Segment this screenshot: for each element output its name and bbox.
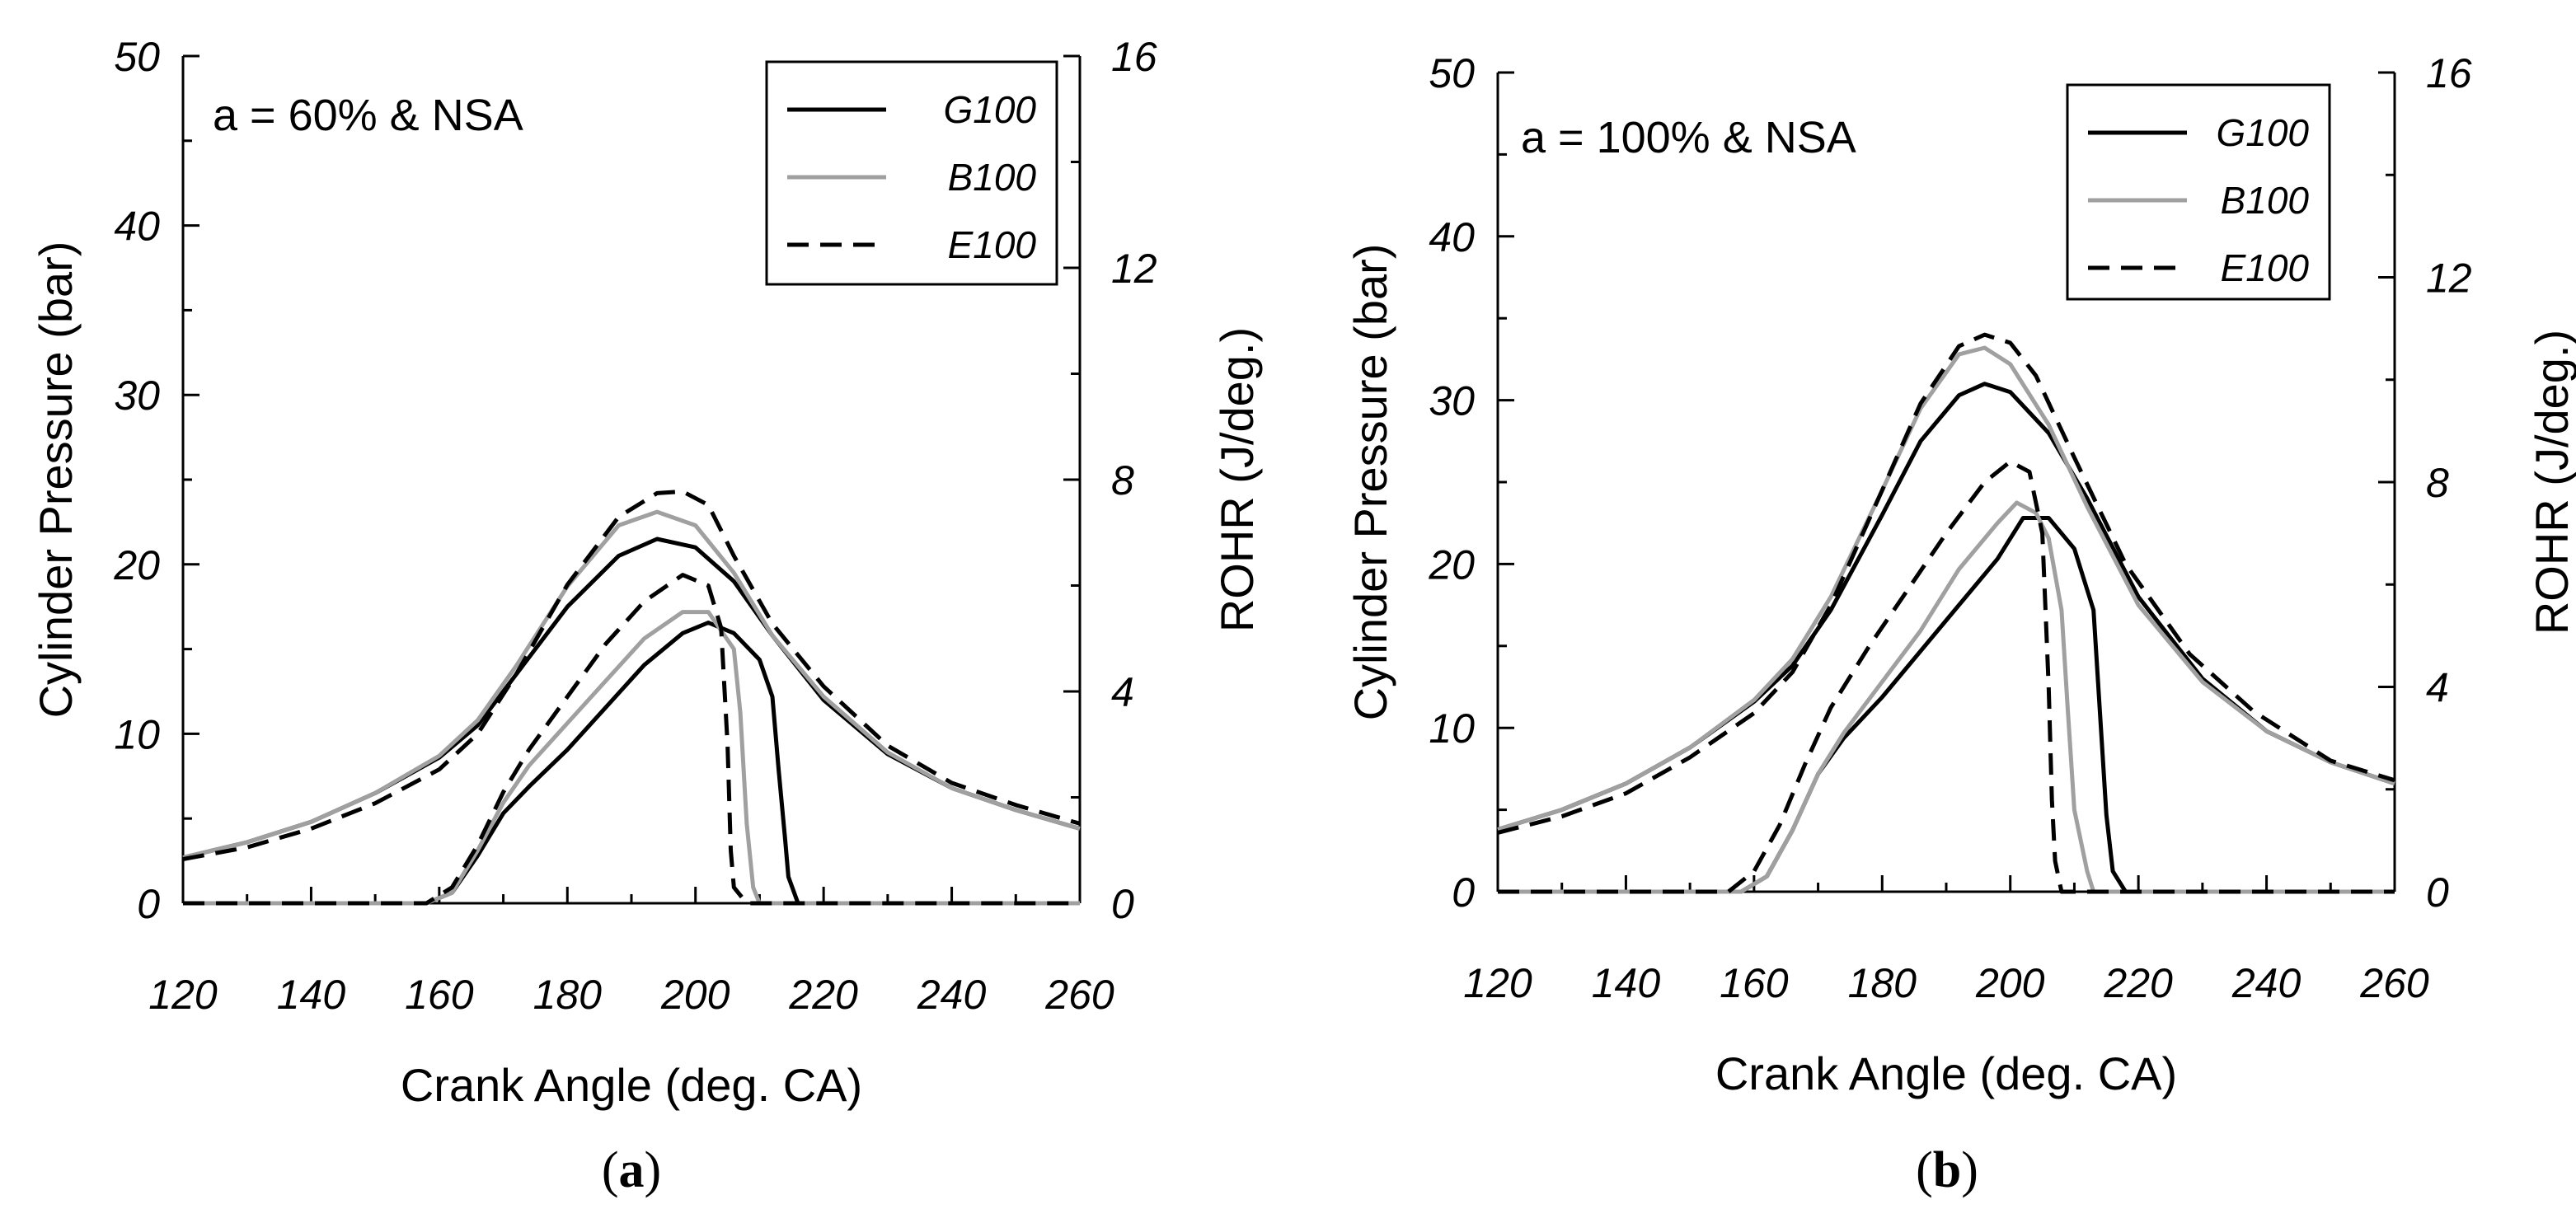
y-tick-label: 40 — [114, 204, 160, 250]
y2-tick-label: 0 — [1111, 881, 1134, 927]
y-tick-label: 0 — [137, 881, 160, 927]
series-line-b100-rohr — [1498, 500, 2395, 894]
series-line-g100-pressure — [182, 537, 1081, 860]
legend-label-g100: G100 — [943, 88, 1036, 131]
chart-panel-a: 120 140 160 180 200 220 240 260 0 10 20 30 40 50 0 4 8 12… — [30, 34, 1263, 1198]
x-tick-label: 180 — [1848, 960, 1917, 1006]
x-tick-label: 260 — [1044, 972, 1114, 1018]
panel-label: (b) — [1916, 1142, 1978, 1198]
x-tick-label: 200 — [1975, 960, 2045, 1006]
y-tick-label: 50 — [1429, 50, 1475, 96]
y-tick-label: 40 — [1429, 214, 1475, 260]
y-tick-label: 20 — [1428, 541, 1475, 588]
y-tick-label: 0 — [1452, 869, 1475, 916]
legend-label-e100: E100 — [2221, 246, 2310, 289]
x-tick-label: 160 — [405, 972, 474, 1018]
y-tick-label: 20 — [113, 542, 160, 588]
series-line-g100-pressure — [1497, 382, 2395, 832]
y2-tick-label: 8 — [1111, 457, 1134, 504]
y-axis-title: Cylinder Pressure (bar) — [1344, 244, 1396, 721]
y2-tick-label: 4 — [2426, 665, 2449, 711]
legend-label-b100: B100 — [948, 156, 1037, 199]
series-line-e100-pressure — [1497, 332, 2395, 835]
x-tick-label: 240 — [2231, 960, 2302, 1006]
condition-annotation: a = 60% & NSA — [213, 91, 523, 140]
chart-panel-b: 120 140 160 180 200 220 240 260 0 10 20 30 40 50 0 4 8 12… — [1344, 50, 2576, 1198]
x-axis-title: Crank Angle (deg. CA) — [401, 1059, 862, 1111]
y-tick-label: 10 — [114, 711, 160, 757]
legend: G100 B100 E100 — [765, 60, 1058, 286]
y2-tick-label: 4 — [1111, 669, 1134, 715]
series-line-e100-pressure — [182, 489, 1081, 861]
x-tick-label: 120 — [148, 972, 218, 1018]
y2-axis-title: ROHR (J/deg.) — [2526, 330, 2576, 635]
x-tick-label: 160 — [1720, 960, 1789, 1006]
x-tick-label: 220 — [788, 972, 858, 1018]
x-axis-title: Crank Angle (deg. CA) — [1715, 1047, 2177, 1099]
legend: G100 B100 E100 — [2066, 83, 2331, 301]
series-line-b100-rohr — [183, 610, 1080, 906]
y2-tick-label: 12 — [2426, 255, 2472, 302]
x-tick-label: 240 — [917, 972, 987, 1018]
y-tick-label: 50 — [114, 34, 160, 80]
y2-tick-label: 16 — [2426, 50, 2472, 96]
y-axis-title: Cylinder Pressure (bar) — [30, 241, 82, 719]
x-tick-label: 220 — [2103, 960, 2173, 1006]
x-tick-label: 140 — [1592, 960, 1661, 1006]
legend-label-g100: G100 — [2216, 111, 2309, 154]
x-tick-label: 140 — [277, 972, 346, 1018]
legend-label-e100: E100 — [948, 223, 1037, 266]
x-tick-label: 260 — [2359, 960, 2429, 1006]
y2-tick-label: 8 — [2426, 460, 2449, 506]
series-line-e100-rohr — [1498, 459, 2395, 894]
legend-box — [765, 60, 1058, 286]
legend-label-b100: B100 — [2221, 179, 2310, 222]
y2-tick-label: 16 — [1111, 34, 1157, 80]
x-tick-label: 200 — [660, 972, 730, 1018]
y-tick-label: 30 — [114, 373, 160, 419]
y2-tick-label: 12 — [1111, 246, 1157, 292]
y-tick-label: 10 — [1429, 705, 1475, 752]
x-tick-label: 120 — [1463, 960, 1532, 1006]
x-tick-label: 180 — [533, 972, 603, 1018]
condition-annotation: a = 100% & NSA — [1521, 113, 1856, 162]
y2-tick-label: 0 — [2426, 869, 2449, 916]
series-line-b100-pressure — [1497, 345, 2395, 832]
y-tick-label: 30 — [1429, 378, 1475, 424]
series-line-b100-pressure — [182, 509, 1081, 860]
panel-label: (a) — [602, 1142, 661, 1198]
legend-box — [2066, 83, 2331, 301]
series-line-g100-rohr — [183, 621, 1080, 906]
series-line-g100-rohr — [1498, 516, 2395, 894]
series-line-e100-rohr — [183, 573, 1080, 906]
y2-axis-title: ROHR (J/deg.) — [1211, 327, 1263, 632]
